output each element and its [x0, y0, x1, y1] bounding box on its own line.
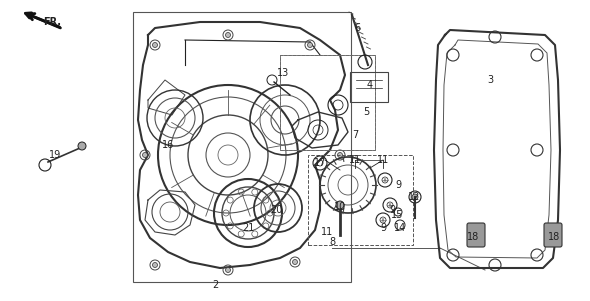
- Bar: [350, 72, 388, 102]
- Text: 9: 9: [395, 180, 401, 190]
- Bar: [280, 55, 375, 150]
- Text: 11: 11: [377, 155, 389, 165]
- Text: 18: 18: [548, 232, 560, 242]
- Text: 15: 15: [391, 210, 403, 220]
- Text: FR.: FR.: [43, 17, 61, 27]
- Text: 11: 11: [349, 155, 361, 165]
- Text: 17: 17: [314, 158, 326, 168]
- Text: 10: 10: [334, 202, 346, 212]
- Bar: [280, 55, 375, 150]
- Text: 7: 7: [352, 130, 358, 140]
- Text: 14: 14: [394, 223, 406, 233]
- Text: 11: 11: [321, 227, 333, 237]
- Circle shape: [336, 201, 344, 209]
- Circle shape: [143, 153, 148, 157]
- Text: 9: 9: [380, 223, 386, 233]
- Text: 20: 20: [270, 205, 282, 215]
- Text: 12: 12: [408, 192, 420, 202]
- Text: 4: 4: [367, 80, 373, 90]
- Text: 5: 5: [363, 107, 369, 117]
- Text: 13: 13: [277, 68, 289, 78]
- Text: 16: 16: [162, 140, 174, 150]
- Circle shape: [78, 142, 86, 150]
- Circle shape: [225, 268, 231, 272]
- Circle shape: [152, 262, 158, 268]
- Circle shape: [293, 259, 297, 265]
- Text: 6: 6: [354, 23, 360, 33]
- Circle shape: [412, 194, 418, 200]
- Text: 9: 9: [389, 205, 395, 215]
- Text: 3: 3: [487, 75, 493, 85]
- Circle shape: [337, 153, 343, 157]
- Text: 19: 19: [49, 150, 61, 160]
- Circle shape: [225, 33, 231, 38]
- Circle shape: [307, 42, 313, 48]
- Text: 21: 21: [242, 223, 254, 233]
- FancyBboxPatch shape: [467, 223, 485, 247]
- FancyBboxPatch shape: [544, 223, 562, 247]
- Bar: [308, 155, 413, 245]
- Text: 2: 2: [212, 280, 218, 290]
- Circle shape: [152, 42, 158, 48]
- Bar: [133, 12, 351, 282]
- Text: 8: 8: [329, 237, 335, 247]
- Text: 18: 18: [467, 232, 479, 242]
